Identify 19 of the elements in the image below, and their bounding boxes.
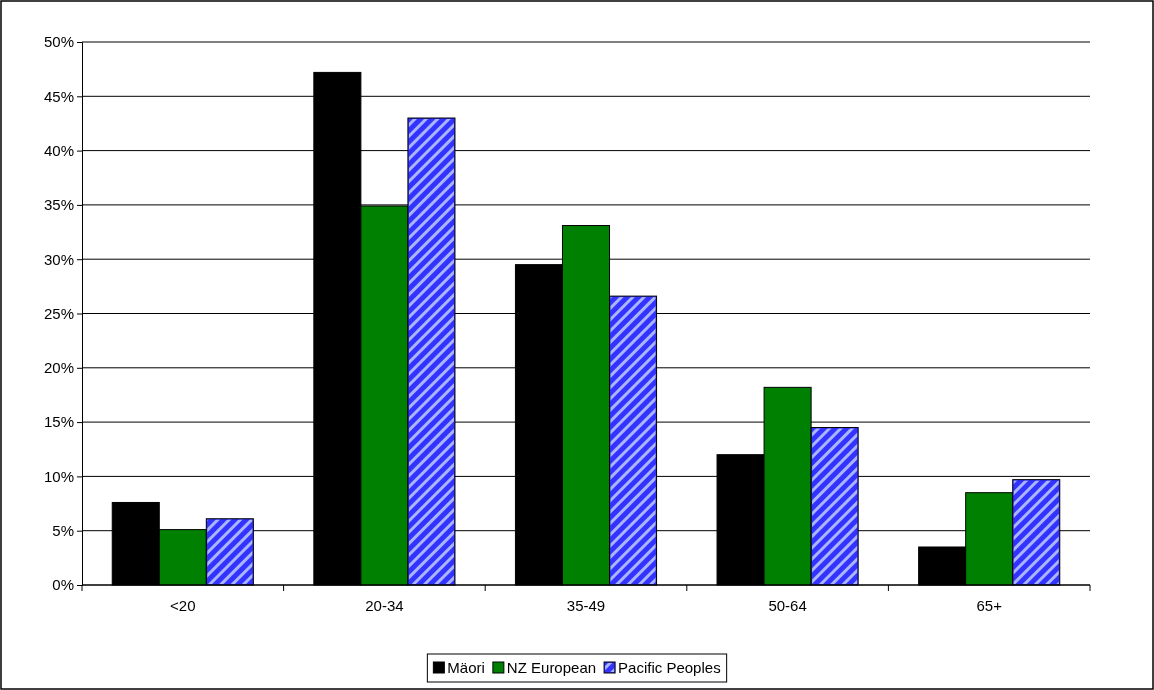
x-tick-label: 20-34 <box>365 597 404 614</box>
y-tick-label: 25% <box>43 304 74 322</box>
y-tick-label: 50% <box>43 33 74 51</box>
y-tick-label: 5% <box>52 522 74 539</box>
legend-label: Pacific Peoples <box>618 659 721 676</box>
y-tick-label: 35% <box>43 196 74 214</box>
x-tick-label: 35-49 <box>566 597 606 614</box>
y-tick-label: 40% <box>43 141 74 159</box>
y-tick-label: 10% <box>43 467 74 485</box>
x-tick-label: 65+ <box>976 597 1003 614</box>
y-tick-label: 45% <box>43 87 74 105</box>
legend-label: Mäori <box>447 659 485 676</box>
x-tick-label: 50-64 <box>768 597 807 614</box>
x-tick-label: <20 <box>170 597 196 614</box>
y-tick-label: 0% <box>52 576 74 594</box>
y-tick-label: 30% <box>43 250 74 268</box>
y-tick-label: 20% <box>43 359 74 377</box>
y-tick-label: 15% <box>43 413 74 431</box>
legend-label: NZ European <box>506 659 597 676</box>
